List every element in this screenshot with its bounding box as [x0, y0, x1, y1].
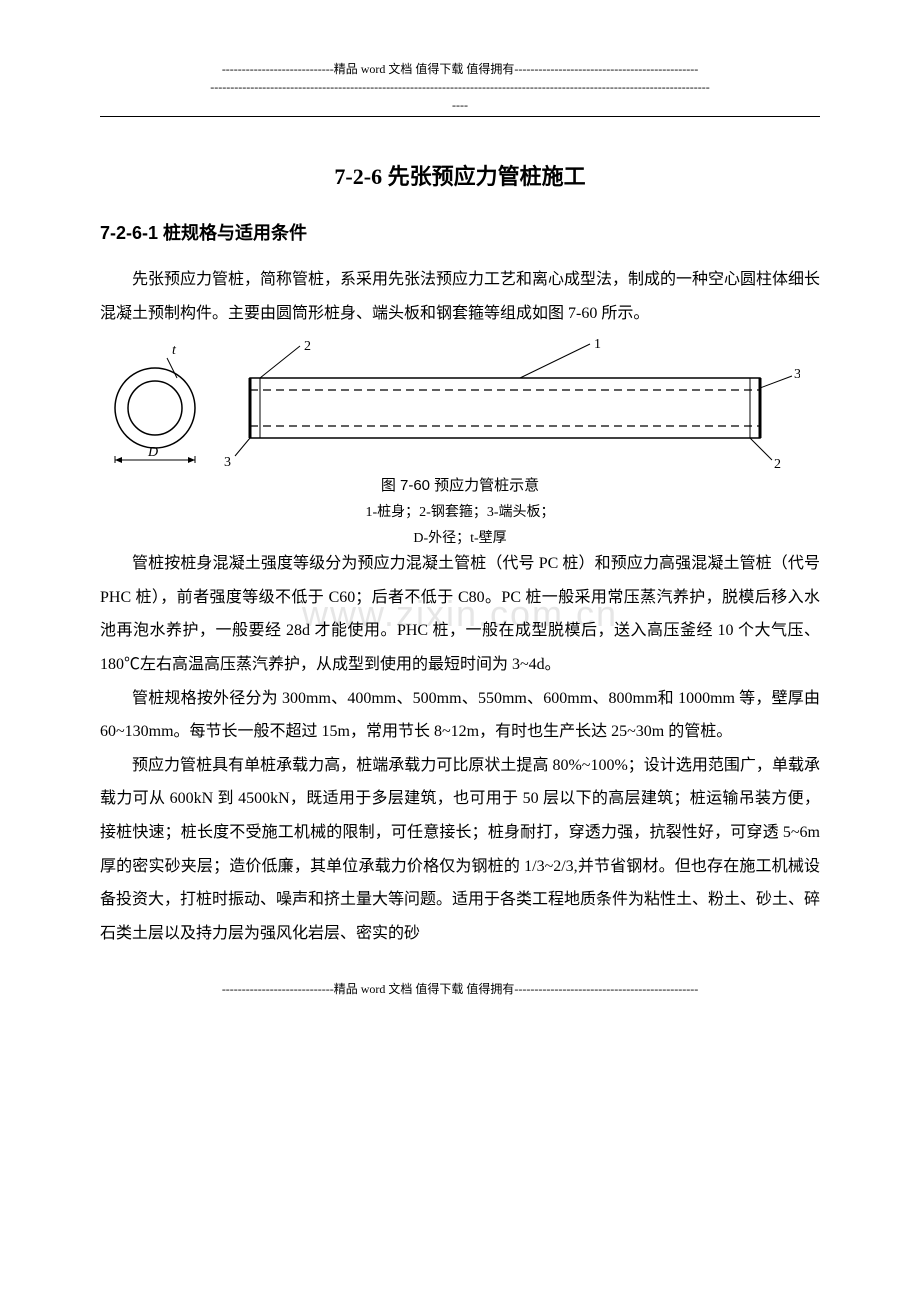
label-D: D [147, 445, 158, 460]
leader-3-right [760, 376, 792, 388]
pile-diagram-svg: t D 2 1 3 [100, 338, 800, 468]
leader-2-bot [750, 438, 772, 460]
paragraph-4: 预应力管桩具有单桩承载力高，桩端承载力可比原状土提高 80%~100%；设计选用… [100, 749, 820, 951]
label-3-left: 3 [224, 455, 231, 468]
leader-2-top [260, 346, 300, 378]
label-2-top: 2 [304, 339, 311, 354]
label-t: t [172, 343, 177, 358]
figure-legend-2: D-外径；t-壁厚 [100, 527, 820, 547]
label-1: 1 [594, 338, 601, 352]
figure-legend-1: 1-桩身；2-钢套箍；3-端头板； [100, 501, 820, 521]
figure-7-60: t D 2 1 3 [100, 338, 820, 468]
leader-3-left [235, 438, 250, 456]
paragraph-3: 管桩规格按外径分为 300mm、400mm、500mm、550mm、600mm、… [100, 682, 820, 749]
outer-circle [115, 368, 195, 448]
t-leader [167, 358, 177, 378]
pile-body [250, 378, 760, 438]
label-2-bot: 2 [774, 457, 781, 468]
paragraph-2: 管桩按桩身混凝土强度等级分为预应力混凝土管桩（代号 PC 桩）和预应力高强混凝土… [100, 547, 820, 681]
page-title: 7-2-6 先张预应力管桩施工 [100, 159, 820, 191]
figure-caption: 图 7-60 预应力管桩示意 [100, 474, 820, 495]
footer-line-1: ----------------------------精品 word 文档 值… [100, 980, 820, 997]
leader-1 [520, 344, 590, 378]
paragraph-1: 先张预应力管桩，简称管桩，系采用先张法预应力工艺和离心成型法，制成的一种空心圆柱… [100, 263, 820, 330]
section-subtitle: 7-2-6-1 桩规格与适用条件 [100, 219, 820, 245]
document-page: ----------------------------精品 word 文档 值… [0, 0, 920, 1037]
watermark-region: www.zixin.com.cn 管桩按桩身混凝土强度等级分为预应力混凝土管桩（… [100, 547, 820, 681]
header-divider [100, 116, 820, 117]
inner-circle [128, 381, 182, 435]
header-line-2: ----------------------------------------… [100, 80, 820, 95]
header-line-1: ----------------------------精品 word 文档 值… [100, 60, 820, 77]
header-line-3: ---- [100, 98, 820, 113]
label-3-right: 3 [794, 367, 800, 382]
